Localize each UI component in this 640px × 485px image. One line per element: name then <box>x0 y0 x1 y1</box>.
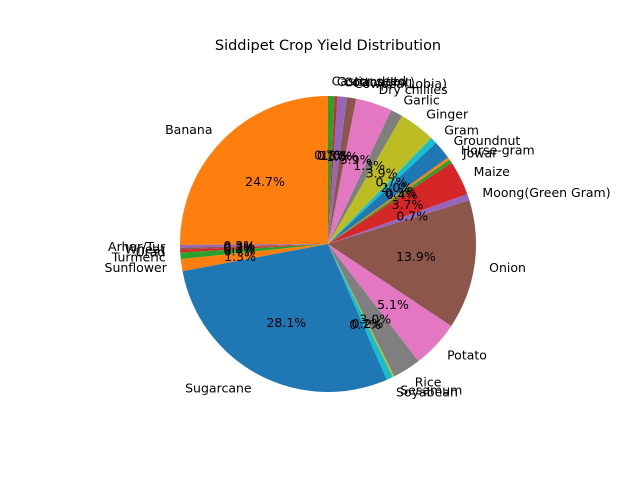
pie-slice-sesamum <box>328 244 395 378</box>
pie-slice-maize <box>328 162 468 244</box>
pie-slice-garlic <box>328 110 402 245</box>
slice-percentage-cotton-lint: 1.0% <box>321 148 353 163</box>
slice-label-sunflower: Sunflower <box>105 260 168 275</box>
pie-slice-banana <box>180 96 328 245</box>
slice-label-castor-seed: Castor seed <box>332 74 406 89</box>
slice-percentage-cowpea-lobia: 1.0% <box>326 149 358 164</box>
pie-slice-wheat <box>180 244 328 250</box>
pie-slice-sunflower <box>180 244 328 272</box>
slice-label-garlic: Garlic <box>403 92 439 107</box>
pie-slices <box>180 96 476 393</box>
slice-label-banana: Banana <box>165 122 212 137</box>
pie-slice-castor-seed <box>328 96 335 244</box>
slice-label-onion: Onion <box>489 260 526 275</box>
slice-percentage-urad: 0.3% <box>223 241 255 256</box>
slice-percentage-coriander: 0.3% <box>317 148 349 163</box>
pie-slice-cowpea-lobia <box>328 97 357 244</box>
slice-label-gram: Gram <box>444 122 479 137</box>
pie-slice-potato <box>328 244 452 362</box>
slice-percentage-groundnut: 2.0% <box>381 180 413 195</box>
slice-label-maize: Maize <box>474 164 510 179</box>
pie-slice-rice <box>328 244 419 377</box>
pie-slice-horse-gram <box>328 157 450 244</box>
slice-labels: Banana Arhar/TurWheatUradTurmericSunflowe… <box>105 74 611 400</box>
pie-slice-arhar-tur <box>180 244 328 248</box>
slice-label-ginger: Ginger <box>426 107 469 122</box>
pie-slice-soyabean <box>328 244 393 380</box>
slice-label-cotton-lint: Cotton(lint) <box>344 74 415 89</box>
slice-label-sesamum: Sesamum <box>400 382 462 397</box>
slice-percentage-dry-chillies: 3.9% <box>340 152 372 167</box>
slice-percentage-banana: 24.7% <box>245 174 285 189</box>
slice-percentage-potato: 5.1% <box>377 297 409 312</box>
slice-percentage-onion: 13.9% <box>396 249 436 264</box>
pie-slice-cotton-lint <box>328 96 347 245</box>
slice-percentage-wheat: 0.2% <box>223 239 255 254</box>
slice-percentage-soyabean: 0.7% <box>349 317 381 332</box>
pie-slice-urad <box>180 244 328 253</box>
slice-label-wheat: Wheat <box>125 242 166 257</box>
slice-percentage-castor-seed: 0.7% <box>314 148 346 163</box>
chart-title: Siddipet Crop Yield Distribution <box>215 38 441 54</box>
pie-slice-sugarcane <box>182 244 387 393</box>
pie-slice-dry-chillies <box>328 98 392 244</box>
slice-percentage-jowar: 0.4% <box>386 187 418 202</box>
slice-percentage-sunflower: 1.3% <box>224 249 256 264</box>
pie-slice-jowar <box>328 159 452 244</box>
slice-percentage-rice: 3.0% <box>359 312 391 327</box>
slice-label-dry-chillies: Dry chillies <box>379 82 448 97</box>
slice-percentage-moong-green-gram: 0.7% <box>396 208 428 223</box>
slice-percentage-arhar-tur: 0.3% <box>223 238 255 253</box>
slice-label-sugarcane: Sugarcane <box>185 380 252 395</box>
slice-percentage-gram: 0.7% <box>376 174 408 189</box>
slice-label-cowpea-lobia: Cowpea(Lobia) <box>354 76 447 91</box>
pie-slice-onion <box>328 200 476 327</box>
pie-slice-gram <box>328 138 436 244</box>
slice-label-groundnut: Groundnut <box>454 133 521 148</box>
pie-slice-ginger <box>328 115 432 244</box>
slice-label-urad: Urad <box>135 244 165 259</box>
slice-percentage-sesamum: 0.2% <box>352 316 384 331</box>
slice-label-rice: Rice <box>415 374 442 389</box>
slice-label-moong-green-gram: Moong(Green Gram) <box>482 185 610 200</box>
slice-percentage-horse-gram: 0.3% <box>385 185 417 200</box>
slice-percentage-garlic: 1.3% <box>353 158 385 173</box>
percentage-labels: 24.7%0.3%0.2%0.3%0.7%1.3%28.1% 0.7%0.2%3.… <box>223 148 436 332</box>
slice-percentage-turmeric: 0.7% <box>224 244 256 259</box>
pie-slice-moong-green-gram <box>328 193 470 244</box>
pie-slice-turmeric <box>180 244 328 260</box>
slice-percentage-maize: 3.7% <box>392 197 424 212</box>
slice-percentage-sugarcane: 28.1% <box>266 315 306 330</box>
slice-label-jowar: Jowar <box>462 145 498 160</box>
pie-slice-coriander <box>328 96 338 244</box>
slice-label-horse-gram: Horse-gram <box>461 142 535 157</box>
pie-slice-groundnut <box>328 142 448 244</box>
slice-label-coriander: Coriander <box>337 74 399 89</box>
slice-label-soyabean: Soyabean <box>396 384 458 399</box>
slice-label-potato: Potato <box>447 348 487 363</box>
slice-label-turmeric: Turmeric <box>111 249 166 264</box>
slice-label-arhar-tur: Arhar/Tur <box>108 239 166 254</box>
slice-percentage-ginger: 3.9% <box>366 166 398 181</box>
